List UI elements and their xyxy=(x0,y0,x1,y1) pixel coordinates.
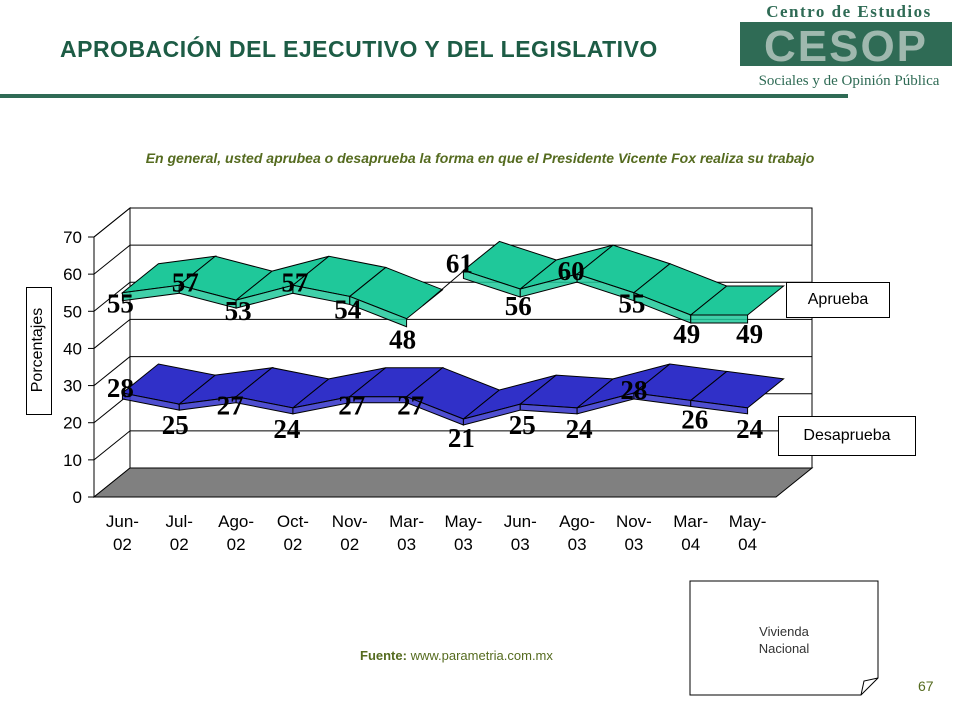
gridline-side xyxy=(93,207,131,238)
chart-walls xyxy=(93,206,813,499)
x-tick-label: Mar-03 xyxy=(389,512,424,554)
x-tick-label: May-04 xyxy=(729,512,767,554)
data-label-aprueba: 60 xyxy=(558,256,585,286)
logo-mark-bg xyxy=(740,22,952,66)
x-tick-label: Jun-03 xyxy=(504,512,537,554)
chart-floor xyxy=(92,467,814,498)
y-tick-label: 70 xyxy=(63,228,82,247)
data-label-aprueba: 49 xyxy=(736,319,763,349)
slide-title: APROBACIÓN DEL EJECUTIVO Y DEL LEGISLATI… xyxy=(60,36,658,62)
data-label-desaprueba: 28 xyxy=(620,375,647,405)
legend-desaprueba-label: Desaprueba xyxy=(803,427,891,444)
data-label-aprueba: 57 xyxy=(172,267,199,297)
data-label-desaprueba: 24 xyxy=(273,414,300,444)
y-tick-label: 0 xyxy=(73,488,82,507)
data-label-desaprueba: 24 xyxy=(736,414,763,444)
y-tick-label: 40 xyxy=(63,339,82,358)
note-box xyxy=(689,580,879,696)
survey-question: En general, usted aprubea o desaprueba l… xyxy=(145,150,815,166)
logo-mark-text: CESOP xyxy=(764,22,928,71)
chart-side-wall xyxy=(93,206,131,499)
data-label-aprueba: 55 xyxy=(618,289,645,319)
y-tick-label: 60 xyxy=(63,265,82,284)
note-line-1: Vivienda xyxy=(759,624,809,639)
x-tick-label: Jun-02 xyxy=(106,512,139,554)
x-tick-label: Oct-02 xyxy=(277,512,309,554)
x-tick-label: Ago-03 xyxy=(559,512,595,554)
series-ribbon-aprueba xyxy=(120,240,786,328)
logo-bottom-text: Sociales y de Opinión Pública xyxy=(759,73,940,89)
gridline-side xyxy=(93,430,131,461)
x-tick-label: May-03 xyxy=(445,512,483,554)
ribbon-front xyxy=(690,314,749,324)
data-label-desaprueba: 28 xyxy=(107,373,134,403)
y-axis-label: Porcentajes xyxy=(29,307,46,393)
data-label-aprueba: 57 xyxy=(281,267,308,297)
x-tick-label: Nov-02 xyxy=(332,512,368,554)
x-tick-label: Jul-02 xyxy=(166,512,193,554)
chart-floor-plane xyxy=(92,467,814,498)
ribbon-front xyxy=(349,295,408,328)
ribbon-front xyxy=(690,399,749,415)
data-label-desaprueba: 27 xyxy=(397,391,424,421)
source-label: Fuente: xyxy=(360,648,407,663)
data-label-aprueba: 53 xyxy=(225,296,252,326)
legend-desaprueba: Desaprueba xyxy=(778,416,916,456)
series-ribbon-desaprueba xyxy=(121,363,785,426)
y-tick-label: 10 xyxy=(63,451,82,470)
chart-back-wall xyxy=(129,207,813,469)
cesop-logo: Centro de Estudios CESOP Sociales y de O… xyxy=(740,2,952,89)
gridline-side xyxy=(93,281,131,312)
x-tick-label: Ago-02 xyxy=(218,512,254,554)
note-text: Vivienda Nacional xyxy=(689,623,879,657)
data-label-aprueba: 48 xyxy=(389,325,416,355)
page-number: 67 xyxy=(918,678,934,694)
data-label-aprueba: 49 xyxy=(673,319,700,349)
data-label-aprueba: 61 xyxy=(446,248,473,278)
note-line-2: Nacional xyxy=(758,641,810,656)
source-note: Fuente: www.parametria.com.mx xyxy=(360,648,553,663)
gridline-side xyxy=(93,244,131,275)
y-axis-label-box xyxy=(26,287,52,415)
y-tick-label: 50 xyxy=(63,302,82,321)
x-tick-label: Mar-04 xyxy=(673,512,708,554)
source-link[interactable]: www.parametria.com.mx xyxy=(410,648,553,663)
data-label-desaprueba: 27 xyxy=(217,391,244,421)
title-divider xyxy=(0,94,848,98)
data-label-desaprueba: 27 xyxy=(338,391,365,421)
chart-series xyxy=(120,240,786,426)
data-label-desaprueba: 24 xyxy=(566,414,593,444)
y-tick-label: 20 xyxy=(63,414,82,433)
data-label-desaprueba: 21 xyxy=(448,423,475,453)
chart-axis: 0 10 20 30 40 50 60 70 Jun-02 Jul-02 Ago-02 Oct-02 N… xyxy=(63,228,766,554)
chart-data-labels: 55 57 53 57 54 48 61 56 60 55 49 49 28 25 27 24 27 27 21 25… xyxy=(107,248,763,453)
gridline-side xyxy=(93,356,131,386)
legend-aprueba: Aprueba xyxy=(786,282,890,318)
y-tick-label: 30 xyxy=(63,377,82,396)
data-label-aprueba: 54 xyxy=(334,294,361,324)
x-tick-label: Nov-03 xyxy=(616,512,652,554)
data-label-desaprueba: 26 xyxy=(681,404,708,434)
data-label-aprueba: 55 xyxy=(107,289,134,319)
data-label-desaprueba: 25 xyxy=(162,410,189,440)
data-label-desaprueba: 25 xyxy=(509,410,536,440)
legend-aprueba-label: Aprueba xyxy=(807,291,869,308)
gridline-side xyxy=(93,319,131,349)
data-label-aprueba: 56 xyxy=(505,291,532,321)
logo-top-text: Centro de Estudios xyxy=(766,2,932,21)
